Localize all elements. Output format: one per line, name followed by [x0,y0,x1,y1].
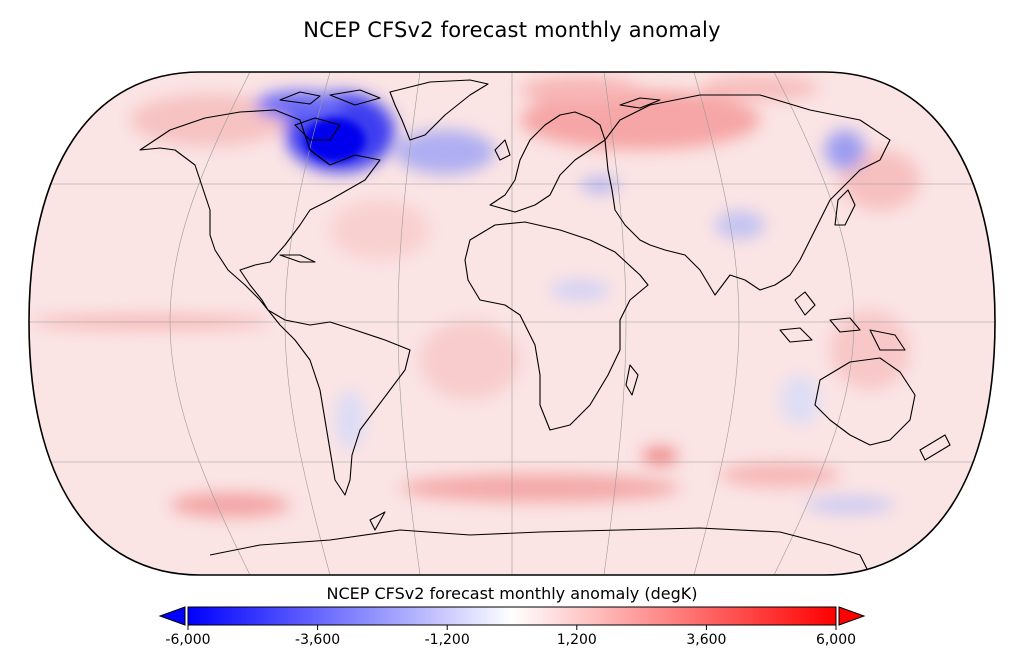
colorbar-tick-label: 1,200 [556,632,597,648]
south-america-coast [267,309,411,496]
colorbar-tick-label: -3,600 [295,632,341,648]
africa-coast [464,221,649,431]
europe-coast [489,111,606,213]
colorbar-label: NCEP CFSv2 forecast monthly anomaly (deg… [326,584,698,603]
colorbar-gradient [187,606,837,626]
anomaly-field [29,72,995,575]
colorbar-tick-label: -1,200 [424,632,470,648]
antarctica-coast [209,527,871,575]
map-boundary [28,71,996,576]
coastlines [139,79,951,575]
map-title: NCEP CFSv2 forecast monthly anomaly [303,18,721,42]
colorbar-ticks [187,625,837,630]
asia-coast [604,94,891,296]
colorbar-tick-label: 6,000 [815,632,857,648]
colorbar-extend-low [158,606,186,626]
north-america-coast [139,109,381,311]
colorbar-extend-high [838,606,866,626]
colorbar [158,606,866,630]
australia-coast [814,357,916,446]
colorbar-tick-label: -6,000 [165,632,211,648]
greenland-coast [389,79,489,141]
colorbar-tick-label: 3,600 [686,632,727,648]
